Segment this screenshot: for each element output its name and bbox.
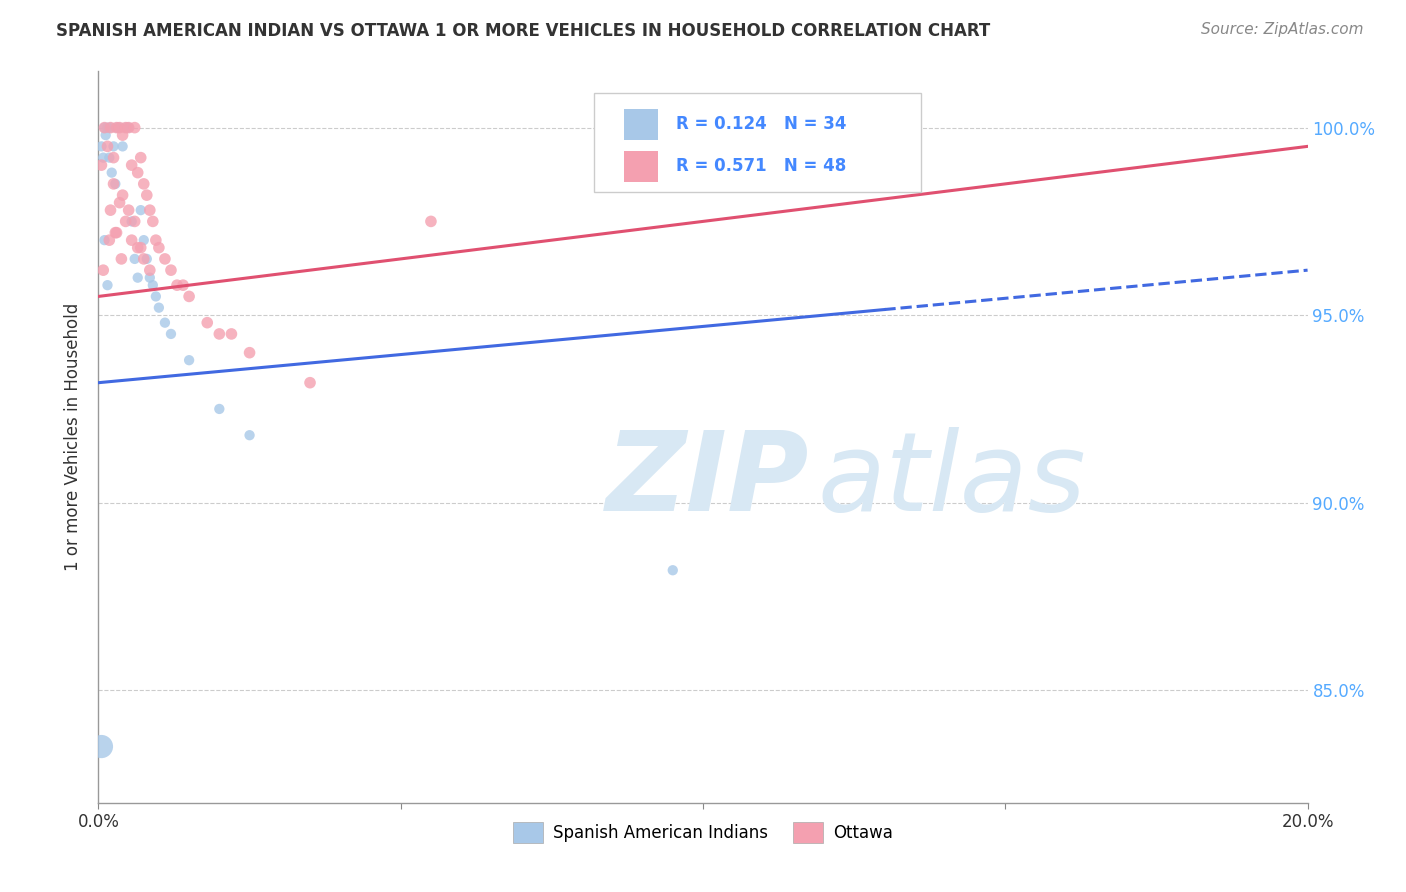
Point xyxy=(127,270,149,285)
Point xyxy=(139,263,162,277)
Point xyxy=(103,139,125,153)
Point xyxy=(108,120,131,135)
Point xyxy=(96,120,118,135)
Point xyxy=(166,278,188,293)
Point xyxy=(195,316,218,330)
Text: ZIP: ZIP xyxy=(606,427,810,534)
Point xyxy=(208,401,231,416)
Y-axis label: 1 or more Vehicles in Household: 1 or more Vehicles in Household xyxy=(65,303,83,571)
Point xyxy=(114,120,136,135)
Point xyxy=(100,203,122,218)
Point xyxy=(111,139,134,153)
Point xyxy=(105,120,128,135)
Point xyxy=(104,226,127,240)
Point xyxy=(111,188,134,202)
Point xyxy=(153,252,176,266)
Point xyxy=(96,278,118,293)
Point xyxy=(148,301,170,315)
Text: atlas: atlas xyxy=(818,427,1087,534)
Point xyxy=(118,203,141,218)
Point xyxy=(127,241,149,255)
Point xyxy=(100,120,122,135)
Point xyxy=(93,120,115,135)
Point xyxy=(93,233,115,247)
Point xyxy=(135,188,157,202)
Point xyxy=(139,203,162,218)
Point xyxy=(91,263,114,277)
Point xyxy=(129,203,152,218)
Point xyxy=(121,158,143,172)
Point xyxy=(94,128,117,142)
Point xyxy=(124,214,146,228)
Point xyxy=(108,120,131,135)
Point xyxy=(179,289,201,303)
Point xyxy=(124,120,146,135)
Point xyxy=(661,563,683,577)
Legend: Spanish American Indians, Ottawa: Spanish American Indians, Ottawa xyxy=(506,815,900,849)
Point xyxy=(98,151,121,165)
Point xyxy=(103,151,125,165)
Point xyxy=(129,241,152,255)
FancyBboxPatch shape xyxy=(595,94,921,192)
Point xyxy=(90,739,112,754)
Text: Source: ZipAtlas.com: Source: ZipAtlas.com xyxy=(1201,22,1364,37)
Point xyxy=(90,158,112,172)
Point xyxy=(91,151,114,165)
Point xyxy=(208,326,231,341)
Point xyxy=(145,233,167,247)
Point xyxy=(179,353,201,368)
Point xyxy=(299,376,322,390)
Point xyxy=(160,326,183,341)
Point xyxy=(148,241,170,255)
Point xyxy=(121,214,143,228)
Point xyxy=(98,233,121,247)
Point xyxy=(105,120,128,135)
Point xyxy=(132,233,155,247)
Point xyxy=(93,120,115,135)
Point xyxy=(124,252,146,266)
Point xyxy=(118,120,141,135)
Point xyxy=(96,139,118,153)
Bar xyxy=(624,109,658,139)
Point xyxy=(153,316,176,330)
Text: SPANISH AMERICAN INDIAN VS OTTAWA 1 OR MORE VEHICLES IN HOUSEHOLD CORRELATION CH: SPANISH AMERICAN INDIAN VS OTTAWA 1 OR M… xyxy=(56,22,990,40)
Point xyxy=(132,252,155,266)
Text: R = 0.571   N = 48: R = 0.571 N = 48 xyxy=(676,157,846,175)
Point xyxy=(114,214,136,228)
Point xyxy=(142,278,165,293)
Point xyxy=(239,428,262,442)
Point xyxy=(121,233,143,247)
Point xyxy=(108,195,131,210)
Point xyxy=(105,226,128,240)
Point xyxy=(172,278,194,293)
Point xyxy=(114,120,136,135)
Point xyxy=(100,120,122,135)
Point xyxy=(221,326,243,341)
Point xyxy=(100,166,122,180)
Text: R = 0.124   N = 34: R = 0.124 N = 34 xyxy=(676,115,846,133)
Point xyxy=(239,345,262,359)
Point xyxy=(127,166,149,180)
Point xyxy=(145,289,167,303)
Point xyxy=(103,177,125,191)
Point xyxy=(104,177,127,191)
Point xyxy=(160,263,183,277)
Point xyxy=(110,252,132,266)
Point xyxy=(132,177,155,191)
Point xyxy=(420,214,443,228)
Point xyxy=(139,270,162,285)
Point xyxy=(129,151,152,165)
Point xyxy=(111,128,134,142)
Point xyxy=(142,214,165,228)
Point xyxy=(135,252,157,266)
Point xyxy=(90,139,112,153)
Bar xyxy=(624,151,658,182)
Point xyxy=(118,120,141,135)
